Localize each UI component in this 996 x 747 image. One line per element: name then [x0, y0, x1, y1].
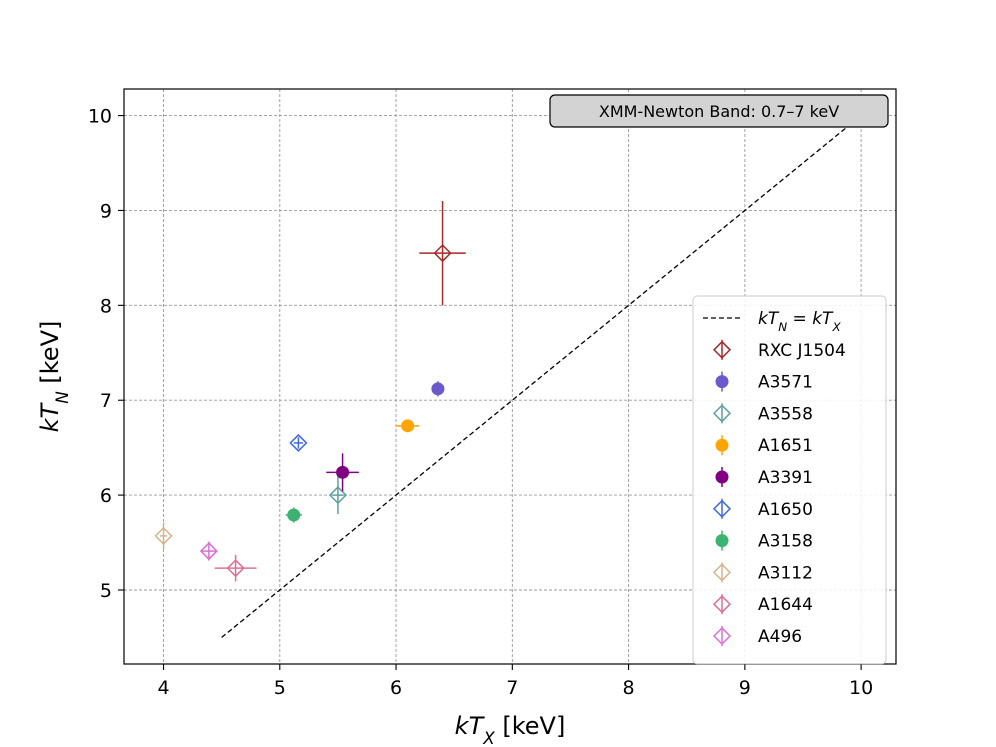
legend-label: A1651 [758, 436, 813, 456]
legend-marker [712, 499, 732, 518]
grid [124, 89, 896, 664]
legend-item: A3391 [715, 467, 813, 488]
x-tick-label: 7 [506, 677, 518, 699]
y-tick-label: 9 [100, 200, 112, 222]
legend-label: A3571 [758, 373, 813, 393]
data-point [401, 419, 415, 433]
legend-label: A1650 [758, 500, 813, 520]
x-tick-label: 10 [849, 677, 873, 699]
x-tick-label: 6 [390, 677, 402, 699]
data-point [431, 382, 445, 396]
legend-marker [712, 626, 732, 646]
legend-marker [715, 534, 729, 548]
legend-marker [712, 595, 732, 614]
legend-item: A1644 [712, 594, 813, 615]
data-point [287, 508, 301, 522]
x-tick-label: 4 [157, 677, 169, 699]
legend: kTN = kTX RXC J1504 A3571 A3558 A1651 A3391 A1… [692, 295, 887, 665]
data-point [289, 433, 308, 452]
data-point [328, 486, 347, 505]
data-point-group [285, 507, 302, 523]
data-points [154, 200, 466, 582]
y-tick-label: 6 [100, 485, 112, 507]
y-axis-label: kTN [keV] [36, 321, 72, 433]
x-tick-label: 5 [274, 677, 286, 699]
legend-label: A3158 [758, 532, 813, 552]
y-tick-label: 7 [100, 390, 112, 412]
legend-label: A496 [758, 627, 802, 647]
data-point [199, 542, 218, 561]
band-annotation-box [549, 94, 889, 128]
data-point-group [199, 541, 218, 561]
legend-label: A3558 [758, 404, 813, 424]
band-annotation: XMM-Newton Band: 0.7–7 keV [549, 94, 889, 128]
legend-marker [715, 470, 729, 484]
x-axis-label: kTX [keV] [455, 712, 566, 747]
axis-ticks: 4 5 6 7 8 9 10 5 6 7 8 9 10 [88, 106, 873, 699]
data-point [226, 559, 245, 578]
legend-item: A496 [712, 626, 802, 647]
legend-item: A3571 [715, 371, 813, 393]
reference-line [221, 115, 862, 638]
x-tick-label: 8 [623, 677, 635, 699]
legend-marker [715, 438, 729, 452]
legend-item: A3158 [715, 530, 813, 552]
data-point-group [396, 419, 420, 433]
data-point [154, 526, 173, 545]
data-point-group [154, 522, 173, 550]
data-point-group [419, 200, 466, 306]
legend-item: RXC J1504 [712, 339, 846, 361]
data-point [336, 465, 350, 479]
legend-label: A1644 [758, 595, 813, 615]
legend-item: A3112 [712, 562, 813, 583]
legend-label: RXC J1504 [758, 341, 846, 361]
legend-item: A3558 [712, 403, 813, 424]
data-point-group [289, 433, 308, 452]
reference-line-layer [221, 115, 862, 638]
legend-item: A1651 [715, 435, 813, 456]
legend-box [692, 295, 887, 665]
x-tick-label: 9 [739, 677, 751, 699]
y-tick-label: 5 [100, 580, 112, 602]
data-point [433, 244, 452, 263]
data-point-group [214, 554, 257, 582]
data-point-group [328, 476, 347, 515]
legend-label: A3112 [758, 563, 813, 583]
plot-frame [123, 88, 897, 665]
legend-label: kTN = kTX [758, 309, 841, 334]
legend-marker [712, 404, 732, 423]
data-point-group [326, 453, 359, 492]
legend-items: kTN = kTX RXC J1504 A3571 A3558 A1651 A3391 A1… [703, 309, 846, 647]
legend-marker [715, 375, 729, 389]
legend-marker [712, 563, 732, 582]
legend-label: A3391 [758, 468, 813, 488]
band-annotation-text: XMM-Newton Band: 0.7–7 keV [599, 102, 839, 121]
data-point-group [431, 381, 445, 397]
y-tick-label: 10 [88, 106, 112, 128]
legend-marker [712, 340, 732, 359]
legend-item: A1650 [712, 498, 813, 520]
y-tick-label: 8 [100, 295, 112, 317]
